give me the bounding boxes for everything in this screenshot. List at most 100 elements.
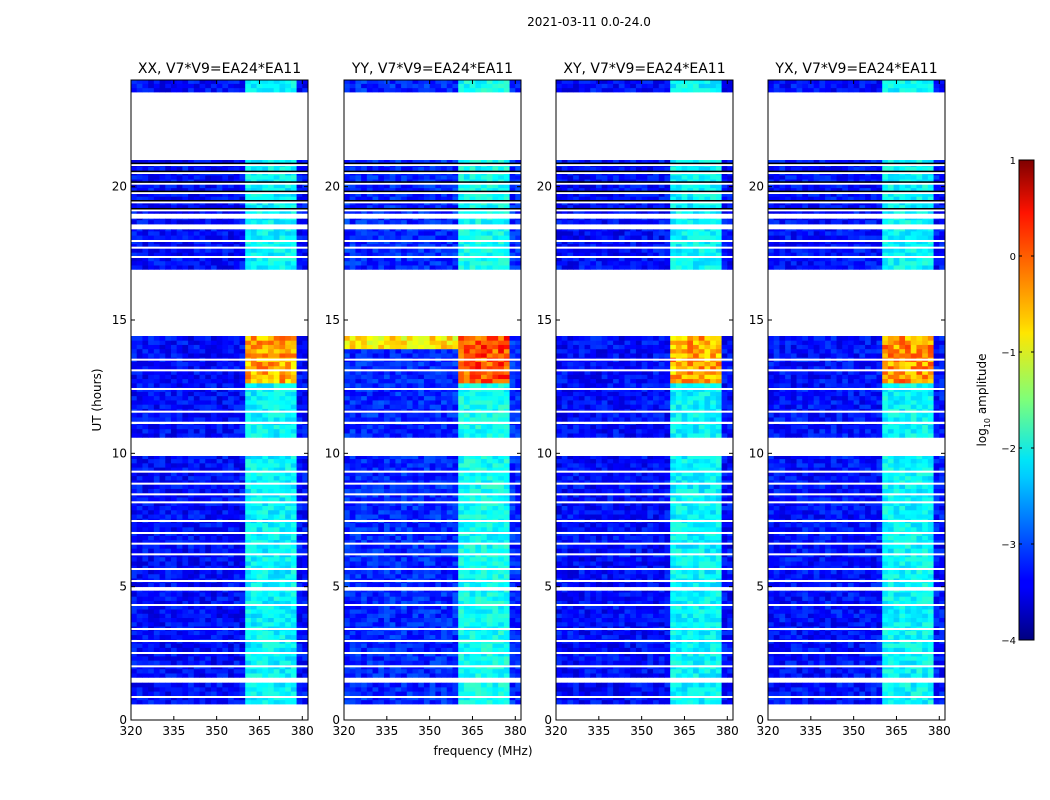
- heatmap-cell: [492, 699, 499, 705]
- heatmap-cell: [475, 582, 482, 588]
- heatmap-cell: [361, 621, 368, 627]
- heatmap-cell: [302, 378, 309, 384]
- heatmap-cell: [463, 647, 471, 653]
- heatmap-cell: [239, 260, 246, 266]
- heatmap-cell: [182, 526, 189, 532]
- heatmap-cell: [256, 378, 263, 384]
- heatmap-cell: [268, 613, 275, 618]
- heatmap-cell: [429, 582, 436, 588]
- heatmap-cell: [188, 535, 195, 541]
- heatmap-cell: [222, 243, 229, 249]
- heatmap-cell: [136, 471, 143, 477]
- heatmap-cell: [285, 428, 292, 434]
- heatmap-cell: [302, 404, 309, 409]
- heatmap-cell: [383, 514, 391, 519]
- heatmap-cell: [355, 621, 362, 627]
- heatmap-cell: [279, 265, 286, 270]
- heatmap-cell: [239, 613, 246, 618]
- heatmap-cell: [176, 565, 183, 570]
- heatmap-cell: [193, 395, 200, 401]
- heatmap-cell: [452, 569, 459, 575]
- heatmap-cell: [361, 682, 368, 688]
- heatmap-cell: [159, 590, 166, 593]
- heatmap-cell: [239, 87, 246, 93]
- heatmap-cell: [210, 365, 218, 371]
- heatmap-cell: [165, 340, 172, 345]
- heatmap-cell: [170, 87, 178, 93]
- heatmap-cell: [389, 617, 396, 623]
- heatmap-cell: [170, 229, 178, 232]
- heatmap-cell: [165, 467, 172, 472]
- heatmap-cell: [176, 361, 183, 367]
- heatmap-cell: [182, 467, 189, 472]
- heatmap-cell: [222, 686, 229, 692]
- heatmap-cell: [492, 634, 499, 640]
- heatmap-cell: [406, 556, 413, 562]
- heatmap-cell: [142, 656, 149, 661]
- heatmap-cell: [290, 248, 297, 253]
- heatmap-cell: [302, 505, 309, 511]
- heatmap-cell: [153, 424, 160, 430]
- heatmap-cell: [239, 484, 246, 489]
- heatmap-cell: [389, 501, 396, 506]
- heatmap-cell: [344, 643, 351, 648]
- heatmap-cell: [486, 673, 493, 678]
- heatmap-cell: [412, 613, 419, 618]
- heatmap-cell: [136, 505, 143, 511]
- heatmap-cell: [458, 544, 465, 549]
- heatmap-cell: [383, 569, 391, 575]
- heatmap-cell: [188, 561, 195, 566]
- heatmap-cell: [182, 471, 189, 477]
- heatmap-cell: [210, 643, 218, 648]
- heatmap-cell: [142, 348, 149, 354]
- heatmap-cell: [441, 488, 448, 494]
- heatmap-cell: [131, 83, 138, 89]
- heatmap-cell: [136, 458, 143, 464]
- heatmap-cell: [296, 196, 303, 201]
- heatmap-cell: [210, 660, 218, 665]
- heatmap-cell: [159, 428, 166, 434]
- heatmap-cell: [193, 660, 200, 665]
- heatmap-cell: [176, 505, 183, 511]
- heatmap-cell: [131, 600, 138, 606]
- heatmap-cell: [153, 336, 160, 341]
- heatmap-cell: [193, 561, 200, 566]
- heatmap-cell: [131, 643, 138, 648]
- heatmap-cell: [176, 686, 183, 692]
- heatmap-cell: [452, 600, 459, 606]
- heatmap-cell: [349, 656, 356, 661]
- heatmap-cell: [228, 544, 235, 549]
- heatmap-cell: [228, 252, 235, 257]
- heatmap-cell: [509, 596, 516, 601]
- heatmap-cell: [262, 634, 269, 640]
- heatmap-cell: [349, 604, 356, 610]
- heatmap-cell: [182, 630, 189, 636]
- heatmap-cell: [256, 412, 263, 418]
- heatmap-cell: [290, 613, 297, 618]
- heatmap-cell: [170, 187, 178, 193]
- heatmap-cell: [486, 535, 493, 541]
- heatmap-cell: [170, 561, 178, 566]
- heatmap-cell: [136, 556, 143, 562]
- heatmap-cell: [153, 391, 160, 397]
- heatmap-cell: [193, 475, 200, 481]
- heatmap-cell: [492, 509, 499, 515]
- heatmap-cell: [165, 243, 172, 249]
- heatmap-cell: [199, 556, 206, 562]
- heatmap-cell: [170, 243, 178, 249]
- heatmap-cell: [372, 535, 379, 541]
- heatmap-cell: [245, 501, 252, 506]
- heatmap-cell: [302, 87, 309, 93]
- data-block: [131, 424, 309, 438]
- heatmap-cell: [182, 424, 189, 430]
- heatmap-cell: [188, 265, 195, 270]
- heatmap-cell: [503, 505, 510, 511]
- heatmap-cell: [205, 596, 212, 601]
- heatmap-cell: [188, 353, 195, 358]
- heatmap-cell: [446, 592, 453, 597]
- heatmap-cell: [210, 590, 218, 593]
- heatmap-cell: [210, 621, 218, 627]
- flag-stripe: [131, 388, 308, 390]
- heatmap-cell: [210, 229, 218, 232]
- heatmap-cell: [245, 340, 252, 345]
